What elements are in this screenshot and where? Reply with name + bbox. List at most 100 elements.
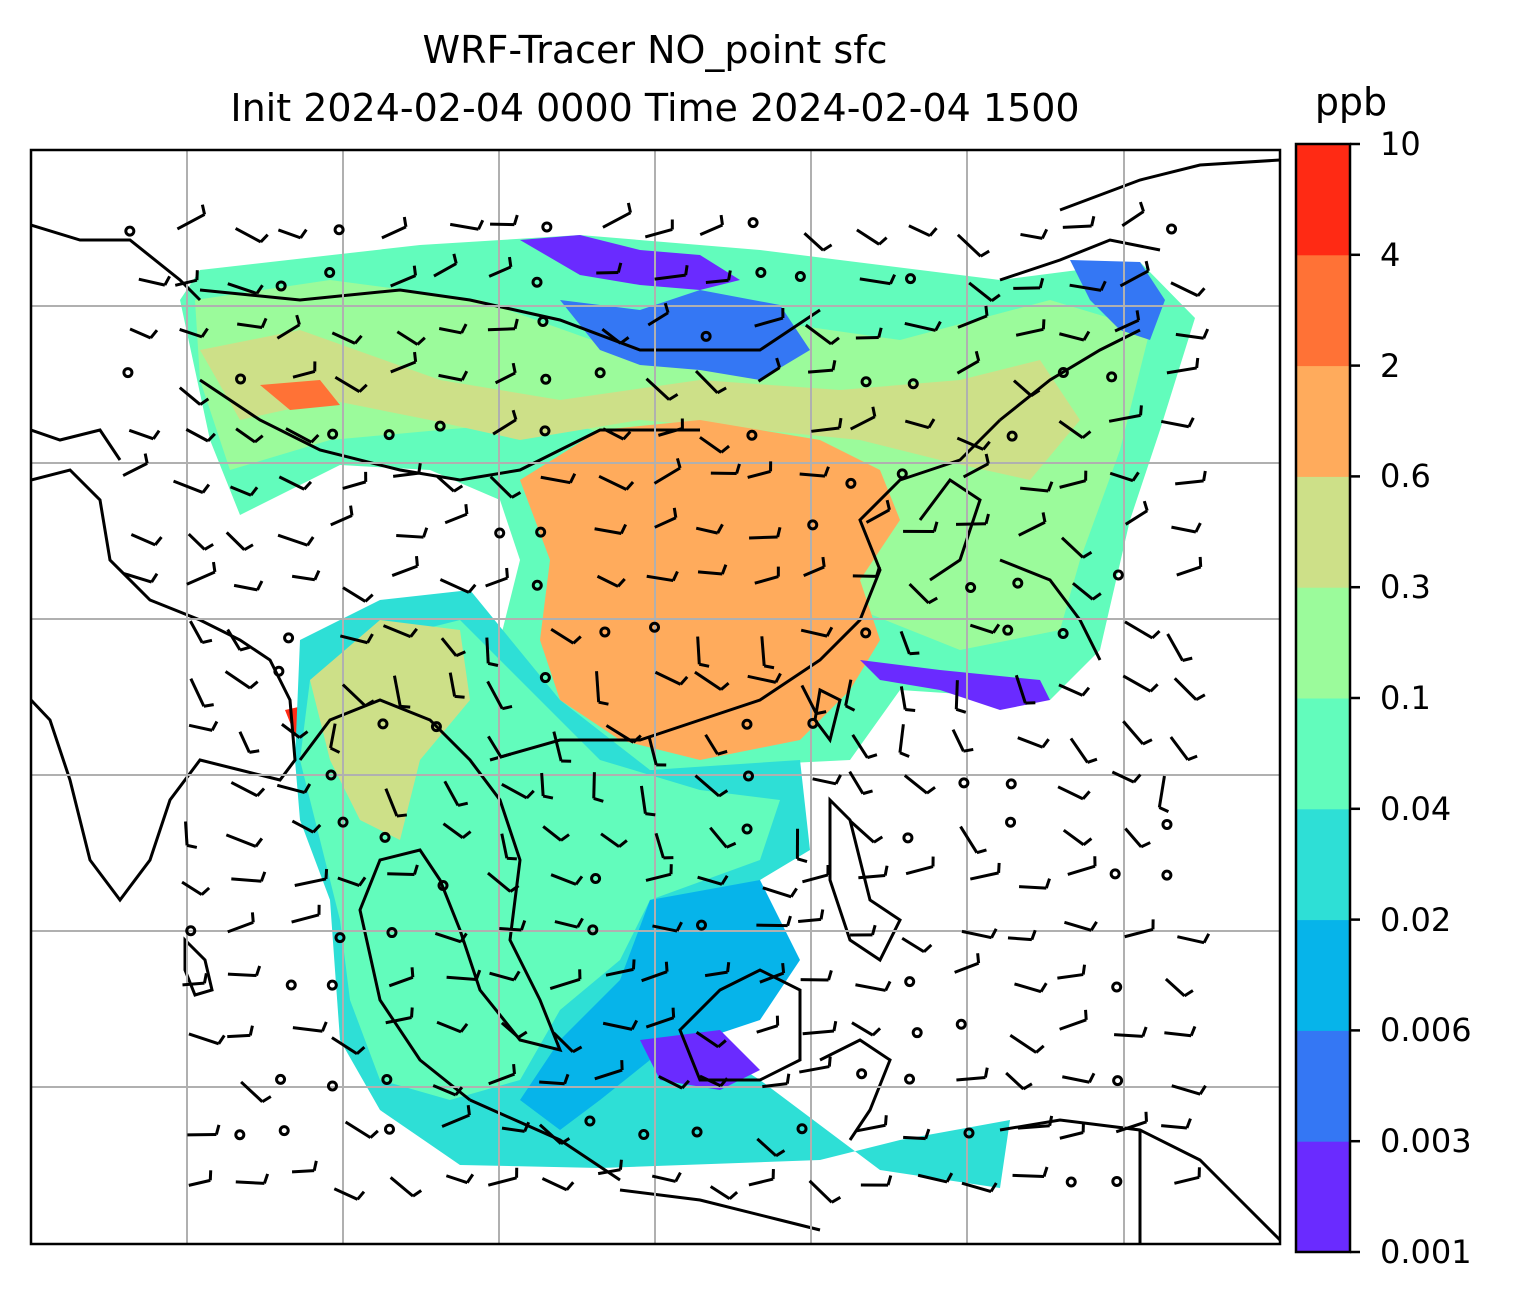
wind-barb-shaft: [855, 336, 879, 340]
wind-barb-flag: [460, 323, 468, 334]
wind-barb-flag: [511, 362, 517, 374]
wind-barb-shaft: [494, 371, 516, 385]
wind-barb-shaft: [440, 637, 458, 657]
wind-barb-shaft: [654, 832, 665, 859]
wind-barb-flag: [984, 513, 990, 525]
wind-barb-shaft: [291, 574, 316, 582]
wind-barb-flag: [716, 386, 727, 395]
wind-barb-shaft: [277, 228, 302, 240]
wind-barb-flag: [1088, 1072, 1096, 1083]
wind-barb-shaft: [1119, 269, 1150, 288]
wind-calm-circle: [1106, 371, 1118, 383]
wind-barb-shaft: [748, 1177, 774, 1187]
wind-barb-flag: [726, 962, 731, 973]
wind-calm-circle: [907, 378, 919, 390]
wind-barb-shaft: [959, 825, 979, 854]
wind-barb-shaft: [602, 211, 632, 229]
wind-barb-flag: [206, 432, 216, 443]
wind-barb-flag: [675, 921, 683, 932]
wind-barb-shaft: [799, 472, 826, 478]
wind-barb-shaft: [757, 366, 781, 383]
wind-barb-flag: [932, 521, 939, 532]
field-china-orange: [520, 420, 900, 760]
wind-barb-flag: [720, 564, 728, 575]
wind-barb-shaft: [538, 1123, 562, 1145]
wind-barb-flag: [396, 813, 408, 818]
wind-barb-flag: [909, 651, 920, 656]
wind-barb-flag: [679, 675, 689, 686]
wind-barb-flag: [775, 357, 782, 369]
wind-barb-shaft: [487, 735, 503, 758]
wind-barb-shaft: [1124, 827, 1143, 848]
wind-barb-flag: [616, 262, 623, 273]
wind-barb-flag: [1198, 556, 1203, 568]
wind-barb-shaft: [694, 370, 719, 394]
wind-barb-flag: [927, 596, 938, 605]
field-indochina-yellow: [310, 620, 470, 840]
colorbar-tick-label: 0.6: [1380, 457, 1431, 496]
wind-barb-flag: [560, 833, 570, 842]
wind-barb-shaft: [802, 1029, 835, 1036]
wind-barb-shaft: [486, 680, 504, 710]
wind-barb-shaft: [901, 936, 925, 954]
wind-barb-flag: [728, 1190, 739, 1200]
coast-korea-japan: [918, 328, 1141, 661]
wind-barb-shaft: [760, 636, 766, 667]
wind-barb-shaft: [441, 1113, 470, 1128]
wind-barb-flag: [1030, 388, 1041, 397]
wind-barb-flag: [934, 320, 942, 332]
wind-barb-shaft: [1069, 283, 1102, 292]
wind-barb-flag: [719, 214, 724, 226]
wind-barb-shaft: [844, 679, 853, 707]
colorbar-segment: [1296, 476, 1350, 588]
colorbar-segment: [1296, 144, 1350, 256]
wind-barb-flag: [1195, 693, 1206, 702]
wind-barb-shaft: [1174, 1175, 1200, 1185]
colorbar-tick-label: 0.1: [1380, 679, 1431, 717]
wind-barb-flag: [313, 569, 321, 581]
wind-barb-flag: [698, 662, 710, 668]
wind-barb-shaft: [334, 375, 361, 394]
coast-china-inner-border: [199, 378, 700, 482]
wind-barb-flag: [457, 801, 469, 807]
wind-barb-flag: [477, 219, 485, 230]
wind-barb-flag: [1135, 310, 1141, 321]
wind-barb-flag: [1141, 1026, 1148, 1037]
wind-barb-shaft: [227, 282, 258, 295]
wind-barb-flag: [718, 789, 729, 798]
wind-barb-flag: [255, 284, 264, 295]
wind-barb-flag: [618, 1159, 623, 1170]
wind-barb-flag: [871, 406, 877, 417]
wind-barb-shaft: [1014, 674, 1027, 704]
wind-barb-shaft: [968, 281, 993, 302]
coast-newguinea: [999, 1118, 1280, 1244]
wind-barb-flag: [454, 1086, 464, 1096]
wind-calm-circle: [386, 927, 398, 939]
wind-barb-flag: [459, 932, 468, 943]
wind-barb-flag: [250, 912, 255, 923]
wind-barb-flag: [1202, 328, 1210, 339]
wind-barb-flag: [306, 536, 315, 547]
wind-barb-flag: [200, 886, 211, 896]
wind-barb-flag: [576, 917, 584, 928]
wind-barb-flag: [511, 409, 518, 421]
wind-barb-flag: [619, 336, 630, 345]
wind-barb-shaft: [1059, 1131, 1084, 1140]
wind-barb-shaft: [449, 222, 479, 231]
wind-barb-shaft: [602, 427, 625, 441]
wind-calm-circle: [904, 976, 916, 988]
map-title-line-1: WRF-Tracer NO_point sfc: [422, 28, 888, 72]
wind-barb-shaft: [917, 1173, 948, 1184]
wind-barb-flag: [725, 841, 737, 849]
wind-barb-flag: [717, 1039, 727, 1049]
wind-barb-flag: [618, 839, 628, 848]
wind-barb-shaft: [1161, 1124, 1188, 1130]
wind-barb-shaft: [138, 277, 166, 287]
wind-barb-shaft: [390, 360, 417, 374]
wind-barb-shaft: [759, 971, 785, 984]
wind-barb-flag: [1099, 280, 1107, 291]
wind-barb-flag: [464, 504, 469, 515]
wind-barb-shaft: [1108, 413, 1141, 423]
wind-barb-shaft: [1005, 1071, 1025, 1091]
